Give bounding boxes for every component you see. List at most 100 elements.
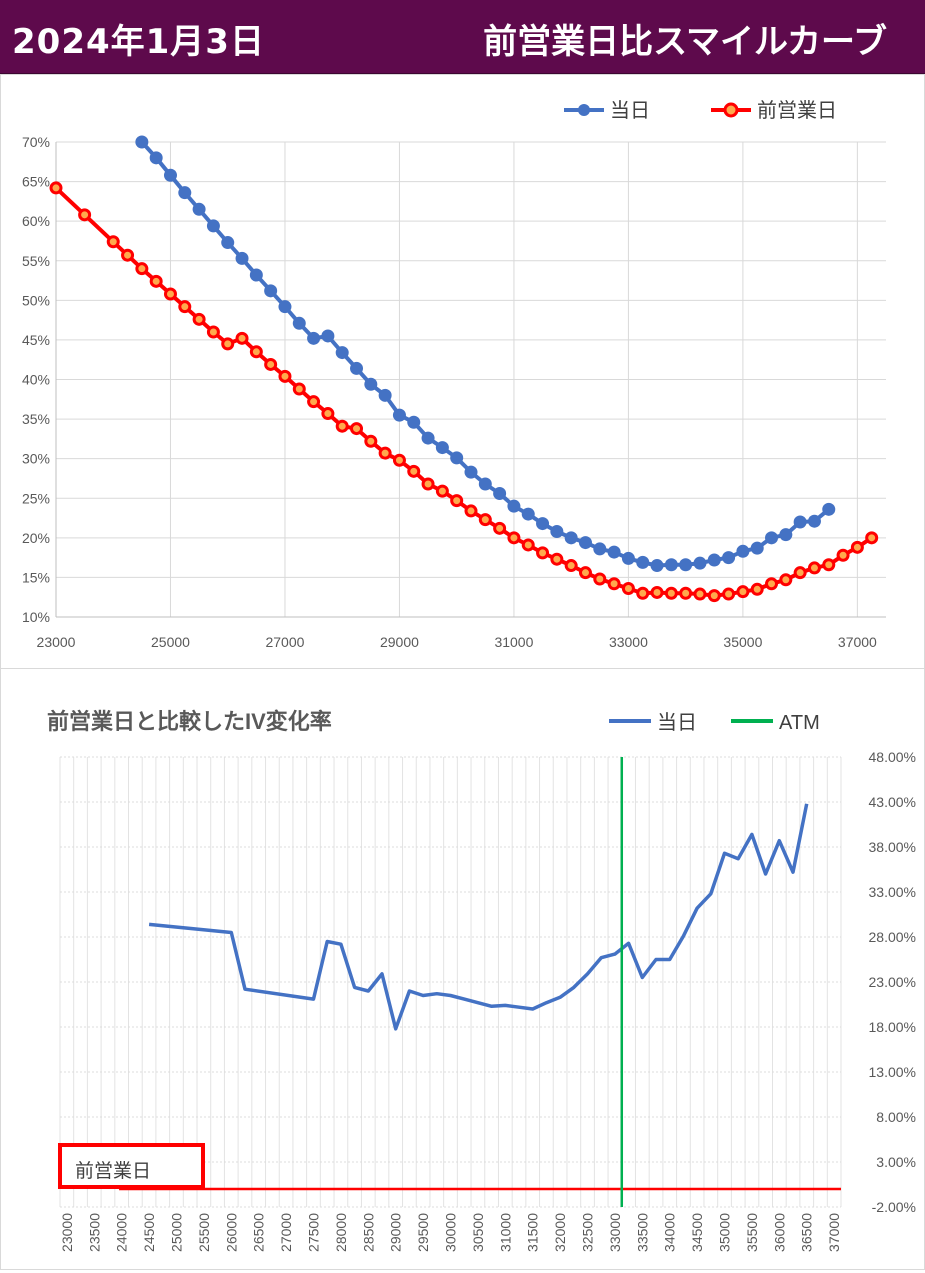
x-tick-label: 23500: [86, 1213, 102, 1252]
today-point: [350, 361, 364, 375]
previous-point: [450, 494, 464, 508]
x-tick-label: 27000: [265, 634, 304, 650]
legend-today-marker: [578, 104, 590, 116]
y-tick-label: 20%: [22, 530, 50, 546]
y-tick-label: 33.00%: [869, 884, 916, 900]
x-tick-label: 36000: [771, 1213, 787, 1252]
previous-point: [636, 586, 650, 600]
today-point: [822, 502, 836, 516]
previous-day-box-frame: [58, 1143, 205, 1189]
previous-point: [807, 561, 821, 575]
previous-point: [135, 262, 149, 276]
previous-point: [664, 586, 678, 600]
today-point: [578, 536, 592, 550]
y-tick-label: 55%: [22, 253, 50, 269]
legend-atm-label: ATM: [779, 712, 820, 734]
smile-curve-chart: 10% 15% 20% 25% 30% 35% 40% 45% 50% 55% 60% 65% 70% 2…: [22, 99, 886, 650]
today-point: [235, 251, 249, 265]
y-tick-label: 38.00%: [869, 839, 916, 855]
x-tick-label: 31500: [525, 1213, 541, 1252]
today-point: [478, 477, 492, 491]
today-point: [249, 268, 263, 282]
today-point: [536, 517, 550, 531]
today-point: [807, 514, 821, 528]
today-point: [206, 219, 220, 233]
x-tick-label: 32500: [580, 1213, 596, 1252]
previous-point: [221, 337, 235, 351]
x-tick-label: 32000: [552, 1213, 568, 1252]
previous-point: [736, 585, 750, 599]
today-point: [278, 300, 292, 314]
previous-point: [121, 248, 135, 262]
today-point: [550, 525, 564, 538]
previous-point: [278, 369, 292, 383]
iv-change-chart: 前営業日と比較したIV変化率 当日 ATM -2.00% 3.00% 8.00% 13…: [47, 709, 916, 1252]
legend-previous-label: 前営業日: [757, 99, 837, 122]
x-tick-label: 31000: [497, 1213, 513, 1252]
y-tick-label: 60%: [22, 213, 50, 229]
today-point: [779, 528, 793, 542]
x-tick-label: 30000: [443, 1213, 459, 1252]
today-point: [636, 555, 650, 569]
today-point: [292, 316, 306, 330]
previous-point: [378, 446, 392, 460]
y-tick-label: 23.00%: [869, 974, 916, 990]
previous-point: [407, 464, 421, 478]
x-tick-label: 35000: [723, 634, 762, 650]
previous-point: [822, 558, 836, 572]
today-point: [392, 408, 406, 422]
today-point: [135, 135, 149, 149]
previous-point: [679, 586, 693, 600]
today-point: [736, 544, 750, 558]
y-tick-label: 8.00%: [876, 1109, 916, 1125]
today-point: [693, 556, 707, 570]
x-tick-label: 37000: [838, 634, 877, 650]
iv-change-panel: 前営業日と比較したIV変化率 当日 ATM -2.00% 3.00% 8.00% 13…: [0, 668, 925, 1270]
smile-axes: 10% 15% 20% 25% 30% 35% 40% 45% 50% 55% 60% 65% 70% 2…: [22, 134, 886, 650]
today-point: [607, 545, 621, 559]
today-point: [378, 388, 392, 402]
today-point: [707, 553, 721, 567]
x-tick-label: 23000: [59, 1213, 75, 1252]
previous-point: [836, 548, 850, 562]
y-tick-label: 18.00%: [869, 1019, 916, 1035]
today-point: [192, 202, 206, 216]
previous-point: [793, 566, 807, 580]
previous-point: [779, 573, 793, 587]
today-point: [264, 284, 278, 298]
x-tick-label: 29000: [380, 634, 419, 650]
y-tick-label: 40%: [22, 372, 50, 388]
previous-point: [707, 589, 721, 603]
previous-point: [865, 531, 879, 545]
previous-point: [106, 235, 120, 249]
y-tick-label: 65%: [22, 174, 50, 190]
previous-point: [78, 208, 92, 222]
today-point: [435, 441, 449, 455]
previous-point: [321, 407, 335, 421]
x-tick-label: 35500: [744, 1213, 760, 1252]
previous-point: [350, 422, 364, 436]
previous-point: [650, 585, 664, 599]
x-tick-label: 27500: [306, 1213, 322, 1252]
today-point: [364, 377, 378, 391]
today-point: [307, 331, 321, 345]
header-date: 2024年1月3日: [12, 22, 265, 62]
y-tick-label: -2.00%: [872, 1199, 916, 1215]
legend-today-label: 当日: [657, 711, 697, 734]
x-tick-label: 23000: [37, 634, 76, 650]
x-tick-label: 27000: [278, 1213, 294, 1252]
header-title: 前営業日比スマイルカーブ: [483, 22, 887, 62]
today-point: [621, 551, 635, 565]
y-tick-label: 50%: [22, 292, 50, 308]
today-point: [493, 487, 507, 500]
y-tick-label: 48.00%: [869, 749, 916, 765]
today-point: [221, 236, 235, 250]
today-point: [178, 186, 192, 200]
today-point: [722, 551, 736, 565]
previous-point: [49, 181, 63, 195]
today-point: [421, 431, 435, 445]
previous-point: [206, 325, 220, 339]
previous-point: [564, 559, 578, 573]
x-tick-label: 25000: [151, 634, 190, 650]
x-tick-label: 33000: [609, 634, 648, 650]
